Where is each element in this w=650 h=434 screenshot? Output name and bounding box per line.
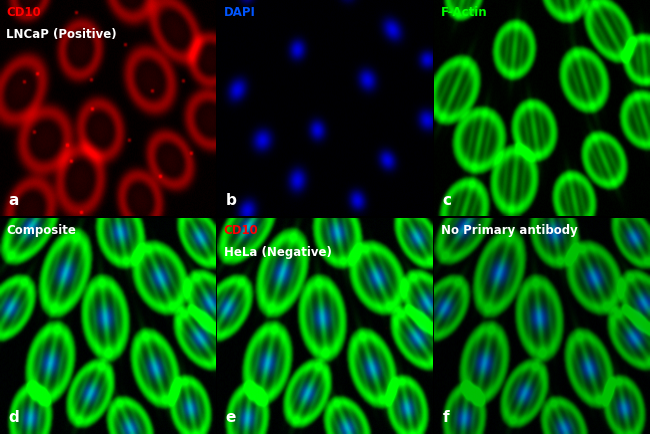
Text: d: d bbox=[8, 410, 20, 425]
Text: F-Actin: F-Actin bbox=[441, 7, 488, 20]
Text: DAPI: DAPI bbox=[224, 7, 255, 20]
Text: e: e bbox=[226, 410, 236, 425]
Text: a: a bbox=[8, 193, 19, 208]
Text: b: b bbox=[226, 193, 237, 208]
Text: HeLa (Negative): HeLa (Negative) bbox=[224, 246, 332, 259]
Text: f: f bbox=[443, 410, 449, 425]
Text: Composite: Composite bbox=[6, 224, 76, 237]
Text: c: c bbox=[443, 193, 452, 208]
Text: CD10: CD10 bbox=[224, 224, 258, 237]
Text: No Primary antibody: No Primary antibody bbox=[441, 224, 577, 237]
Text: CD10: CD10 bbox=[6, 7, 41, 20]
Text: LNCaP (Positive): LNCaP (Positive) bbox=[6, 28, 117, 41]
